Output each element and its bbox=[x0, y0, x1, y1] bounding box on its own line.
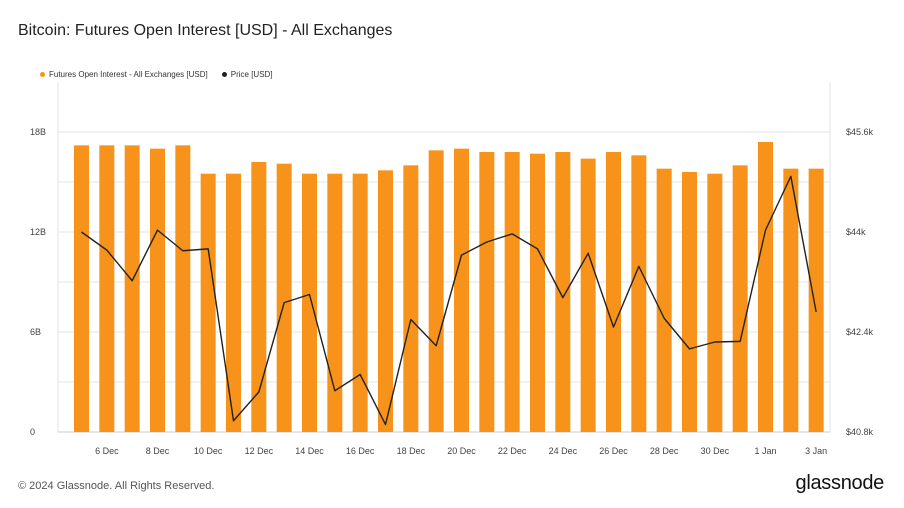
oi-bar bbox=[808, 168, 824, 432]
oi-bar bbox=[580, 158, 596, 432]
right-tick-label: $45.6k bbox=[846, 127, 874, 137]
oi-bar bbox=[479, 152, 495, 432]
oi-bar bbox=[783, 168, 799, 432]
left-tick-label: 18B bbox=[30, 127, 46, 137]
x-tick-label: 28 Dec bbox=[650, 446, 679, 456]
chart-title: Bitcoin: Futures Open Interest [USD] - A… bbox=[18, 22, 393, 39]
oi-bar bbox=[530, 153, 545, 432]
legend-item-price[interactable]: Price [USD] bbox=[221, 70, 273, 79]
x-tick-label: 30 Dec bbox=[701, 446, 730, 456]
oi-bar bbox=[251, 162, 267, 432]
oi-bar bbox=[504, 152, 520, 432]
oi-bar bbox=[732, 165, 748, 433]
oi-bar bbox=[656, 168, 672, 432]
price-line bbox=[81, 175, 817, 426]
glassnode-logo: glassnode bbox=[795, 472, 885, 494]
oi-bar bbox=[555, 152, 571, 432]
oi-bar bbox=[454, 148, 469, 432]
x-tick-label: 22 Dec bbox=[498, 446, 527, 456]
right-tick-label: $44k bbox=[846, 227, 866, 237]
oi-bar bbox=[226, 173, 241, 432]
legend-item-open-interest[interactable]: Futures Open Interest - All Exchanges [U… bbox=[40, 70, 208, 79]
left-tick-label: 0 bbox=[30, 427, 35, 437]
oi-bar bbox=[631, 155, 647, 433]
x-tick-label: 10 Dec bbox=[194, 446, 223, 456]
oi-bar bbox=[707, 173, 723, 432]
x-tick-label: 8 Dec bbox=[146, 446, 170, 456]
oi-bar bbox=[276, 163, 292, 432]
x-tick-label: 16 Dec bbox=[346, 446, 375, 456]
oi-bar bbox=[606, 152, 621, 432]
x-tick-label: 6 Dec bbox=[95, 446, 119, 456]
legend-label-price: Price [USD] bbox=[230, 70, 273, 79]
legend-label-open-interest: Futures Open Interest - All Exchanges [U… bbox=[49, 70, 208, 79]
oi-bar bbox=[758, 142, 773, 432]
oi-bar bbox=[99, 145, 115, 433]
x-tick-label: 1 Jan bbox=[754, 446, 776, 456]
oi-bar bbox=[175, 145, 191, 433]
oi-bar bbox=[352, 173, 368, 432]
oi-bar bbox=[150, 148, 165, 432]
oi-bar bbox=[200, 173, 216, 432]
right-tick-label: $40.8k bbox=[846, 427, 874, 437]
x-tick-label: 12 Dec bbox=[245, 446, 274, 456]
x-tick-label: 14 Dec bbox=[295, 446, 324, 456]
legend-swatch-open-interest bbox=[40, 72, 45, 77]
oi-bar bbox=[327, 173, 343, 432]
oi-bar bbox=[403, 165, 419, 433]
oi-bar bbox=[124, 145, 140, 433]
copyright-text: © 2024 Glassnode. All Rights Reserved. bbox=[18, 480, 215, 492]
oi-bar bbox=[428, 150, 444, 433]
x-tick-label: 20 Dec bbox=[447, 446, 476, 456]
legend: Futures Open Interest - All Exchanges [U… bbox=[40, 70, 273, 79]
oi-bar bbox=[682, 172, 697, 432]
left-tick-label: 6B bbox=[30, 327, 41, 337]
oi-bar bbox=[302, 173, 317, 432]
right-tick-label: $42.4k bbox=[846, 327, 874, 337]
oi-bar bbox=[74, 145, 89, 433]
oi-bar bbox=[378, 170, 393, 433]
x-tick-label: 18 Dec bbox=[397, 446, 426, 456]
left-tick-label: 12B bbox=[30, 227, 46, 237]
legend-swatch-price bbox=[221, 72, 227, 77]
x-tick-label: 3 Jan bbox=[805, 446, 827, 456]
x-tick-label: 24 Dec bbox=[549, 446, 578, 456]
x-tick-label: 26 Dec bbox=[599, 446, 628, 456]
